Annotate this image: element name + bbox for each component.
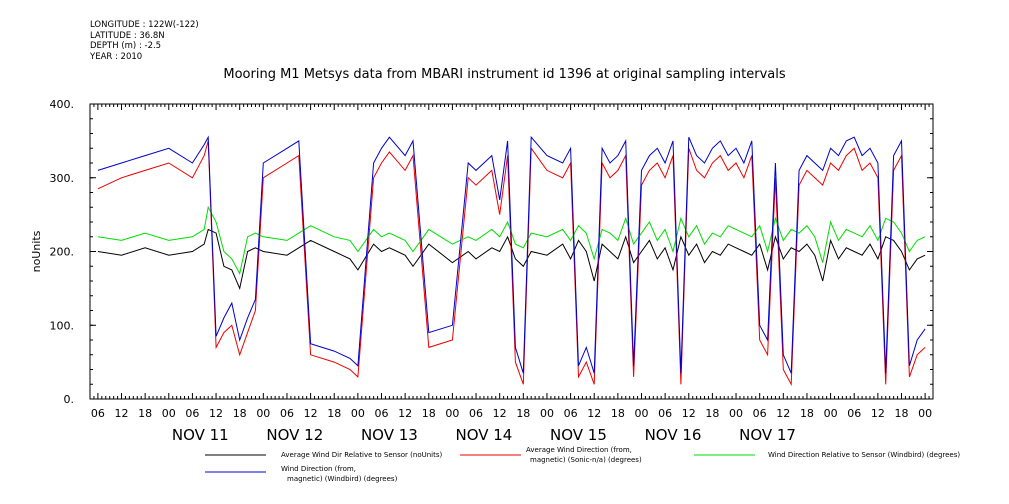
series-line-2	[97, 205, 926, 276]
legend: Average Wind Dir Relative to Sensor (noU…	[205, 446, 960, 483]
day-label: NOV 17	[739, 426, 796, 444]
x-tick-label: 12	[587, 407, 601, 420]
series-layer	[97, 135, 926, 387]
day-label: NOV 14	[455, 426, 512, 444]
latitude-text: LATITUDE : 36.8N	[90, 30, 165, 41]
x-tick-label: 06	[847, 407, 861, 420]
x-tick-label: 18	[233, 407, 247, 420]
day-label: NOV 15	[550, 426, 607, 444]
x-tick-label: 12	[304, 407, 318, 420]
x-tick-label: 06	[280, 407, 294, 420]
series-line-0	[97, 228, 926, 291]
y-tick-label: 200.	[50, 246, 75, 259]
legend-label-2: Wind Direction Relative to Sensor (Windb…	[768, 451, 960, 459]
series-line-1	[97, 140, 926, 387]
x-tick-label: 00	[634, 407, 648, 420]
axis-layer: 0. 100. 200. 300. 400. 06 12 18 00 06 12 18 00 06 12 18…	[50, 98, 934, 444]
x-tick-label: 00	[824, 407, 838, 420]
metadata-block: LONGITUDE : 122W(-122) LATITUDE : 36.8N …	[90, 20, 199, 62]
x-tick-label: 06	[375, 407, 389, 420]
chart-title: Mooring M1 Metsys data from MBARI instru…	[223, 67, 786, 82]
x-tick-label: 00	[918, 407, 932, 420]
x-tick-label: 18	[422, 407, 436, 420]
x-tick-label: 12	[682, 407, 696, 420]
x-tick-label: 18	[705, 407, 719, 420]
day-label: NOV 11	[172, 426, 229, 444]
x-tick-label: 18	[894, 407, 908, 420]
x-tick-label: 06	[185, 407, 199, 420]
x-tick-label: 18	[138, 407, 152, 420]
x-tick-label: 00	[162, 407, 176, 420]
x-tick-label: 12	[398, 407, 412, 420]
x-tick-label: 06	[753, 407, 767, 420]
legend-label-1: Average Wind Direction (from, magnetic) (…	[526, 446, 642, 464]
x-tick-label: 12	[209, 407, 223, 420]
day-label: NOV 13	[361, 426, 418, 444]
x-tick-label: 18	[516, 407, 530, 420]
x-tick-label: 18	[611, 407, 625, 420]
x-tick-label: 12	[115, 407, 129, 420]
x-tick-label: 18	[800, 407, 814, 420]
legend-label-0: Average Wind Dir Relative to Sensor (noU…	[281, 451, 442, 459]
legend-label-3: Wind Direction (from, magnetic) (Windbird…	[281, 465, 398, 483]
x-tick-label: 06	[91, 407, 105, 420]
x-tick-label: 06	[658, 407, 672, 420]
x-tick-label: 00	[540, 407, 554, 420]
x-tick-label: 00	[729, 407, 743, 420]
x-tick-label: 18	[327, 407, 341, 420]
x-tick-label: 06	[564, 407, 578, 420]
series-line-3	[97, 135, 926, 374]
x-tick-label: 06	[469, 407, 483, 420]
x-tick-label: 00	[256, 407, 270, 420]
y-tick-label: 0.	[64, 393, 75, 406]
depth-text: DEPTH (m) : -2.5	[90, 41, 162, 51]
day-label: NOV 12	[266, 426, 323, 444]
y-tick-label: 400.	[50, 98, 75, 111]
y-tick-label: 300.	[50, 172, 75, 185]
y-axis-label: noUnits	[30, 230, 43, 272]
x-tick-label: 00	[351, 407, 365, 420]
year-text: YEAR : 2010	[90, 51, 143, 62]
x-tick-label: 12	[776, 407, 790, 420]
x-tick-label: 12	[493, 407, 507, 420]
longitude-text: LONGITUDE : 122W(-122)	[90, 20, 199, 30]
y-tick-label: 100.	[50, 319, 75, 332]
x-tick-label: 12	[871, 407, 885, 420]
day-label: NOV 16	[645, 426, 702, 444]
x-tick-label: 00	[445, 407, 459, 420]
